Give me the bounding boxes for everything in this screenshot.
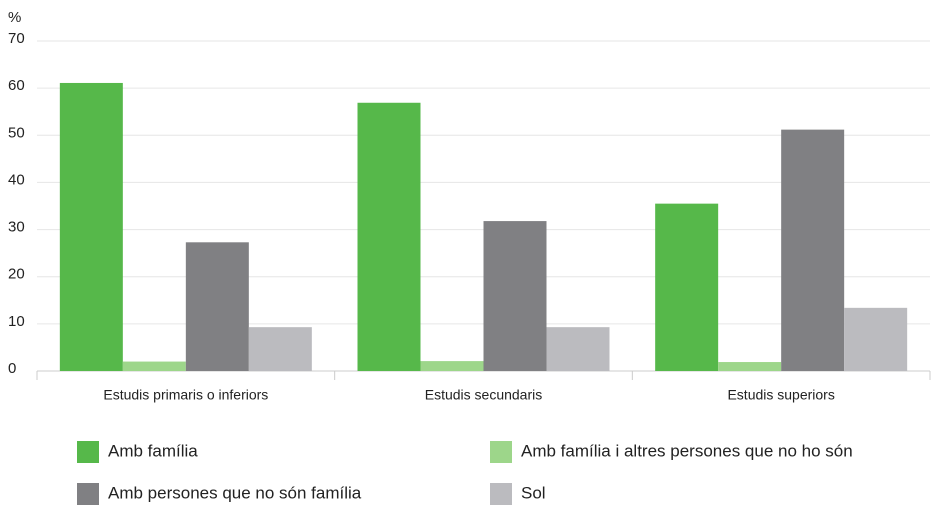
y-tick-label: 60 [8, 77, 25, 94]
y-tick-label: 40 [8, 171, 25, 188]
bar [483, 221, 547, 371]
legend-swatch [490, 483, 512, 505]
bar [844, 307, 908, 371]
legend-label: Sol [521, 483, 546, 502]
legend-swatch [77, 441, 99, 463]
y-tick-label: 70 [8, 30, 25, 47]
bar [718, 362, 782, 371]
y-tick-label: 10 [8, 313, 25, 330]
bar [185, 242, 249, 371]
bar [357, 102, 421, 371]
bar [420, 361, 484, 371]
legend-label: Amb persones que no són família [108, 483, 362, 502]
y-axis-label: % [8, 9, 21, 26]
bar [248, 327, 312, 371]
bar [546, 327, 610, 371]
bar [655, 203, 719, 371]
x-tick-label: Estudis secundaris [425, 387, 543, 403]
legend-label: Amb família i altres persones que no ho … [521, 441, 853, 460]
y-tick-label: 20 [8, 266, 25, 283]
bar [59, 82, 123, 371]
y-tick-label: 0 [8, 360, 16, 377]
y-tick-label: 30 [8, 219, 25, 236]
y-tick-label: 50 [8, 124, 25, 141]
bar [781, 129, 845, 371]
bar [122, 361, 186, 371]
legend-swatch [490, 441, 512, 463]
x-tick-label: Estudis primaris o inferiors [103, 387, 268, 403]
legend-label: Amb família [108, 441, 198, 460]
x-tick-label: Estudis superiors [727, 387, 834, 403]
legend-swatch [77, 483, 99, 505]
